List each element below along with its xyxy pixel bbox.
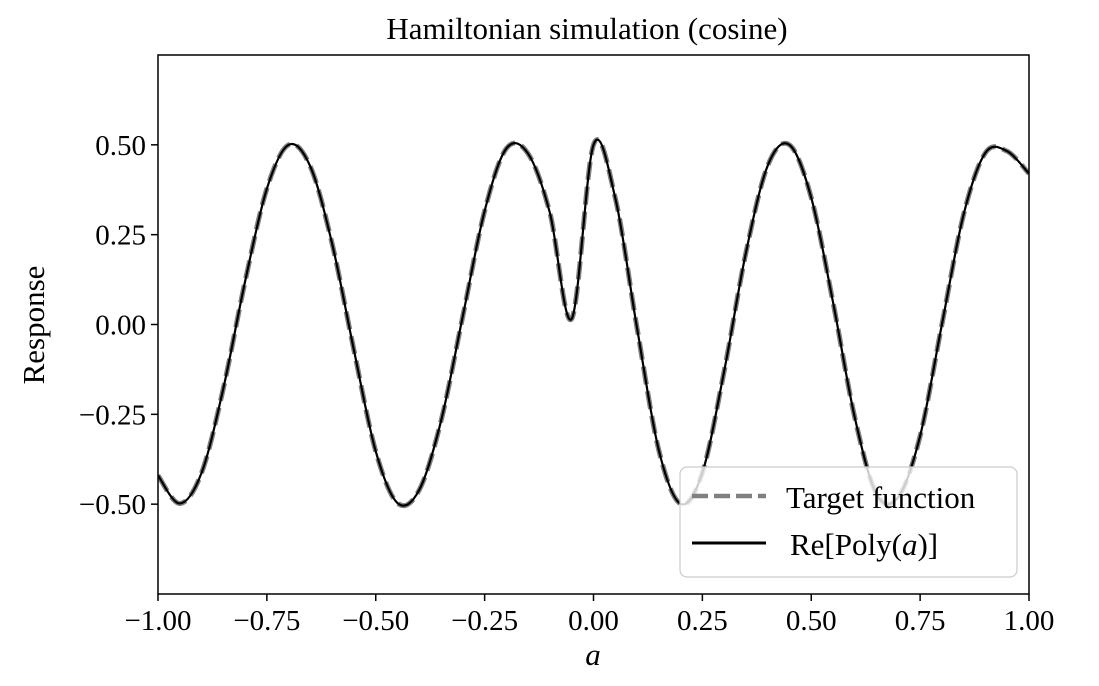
x-tick-label: −0.25 (451, 605, 518, 637)
series-line-re-poly (158, 138, 1029, 507)
x-tick-label: 0.25 (677, 605, 728, 637)
y-tick-label: 0.50 (95, 130, 146, 162)
y-tick-label: 0.25 (95, 220, 146, 252)
legend: Target function Re[Poly(a)] (679, 466, 1018, 578)
legend-poly-label: Re[Poly(a)] (790, 527, 938, 562)
x-tick-label: −0.50 (342, 605, 409, 637)
x-axis-label: a (585, 637, 601, 672)
x-tick-label: −0.75 (233, 605, 300, 637)
y-axis-ticks: −0.50 −0.25 0.00 0.25 0.50 (79, 130, 158, 521)
x-tick-label: 1.00 (1004, 605, 1055, 637)
legend-target-label: Target function (786, 480, 976, 515)
x-tick-label: 0.00 (568, 605, 619, 637)
series-layer (158, 137, 1029, 509)
x-tick-label: 0.50 (786, 605, 837, 637)
y-tick-label: −0.50 (79, 489, 146, 521)
x-axis-ticks: −1.00 −0.75 −0.50 −0.25 0.00 0.25 0.50 0.75 1.00 (124, 594, 1054, 637)
series-line-target-function (158, 137, 1029, 509)
y-tick-label: −0.25 (79, 399, 146, 431)
x-tick-label: 0.75 (895, 605, 946, 637)
y-tick-label: 0.00 (95, 310, 146, 342)
legend-poly-prefix: Re[Poly( (790, 527, 902, 562)
x-tick-label: −1.00 (124, 605, 191, 637)
plot-area (158, 137, 1029, 509)
chart-title: Hamiltonian simulation (cosine) (386, 11, 787, 46)
y-axis-label: Response (16, 266, 51, 385)
legend-poly-var: a (902, 527, 918, 562)
legend-poly-suffix: )] (917, 527, 938, 562)
